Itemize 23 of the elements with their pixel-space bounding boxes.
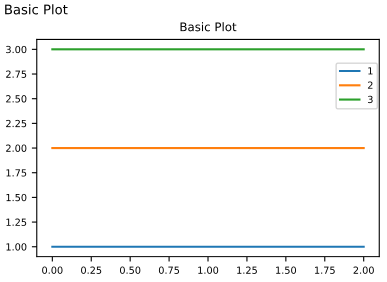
chart-subtitle: Basic Plot: [180, 22, 236, 32]
x-tick-label: 1.75: [315, 266, 335, 274]
x-tick-label: 1.25: [237, 266, 257, 274]
chart-title: Basic Plot: [5, 4, 68, 14]
y-tick-label: 1.75: [6, 169, 26, 177]
legend-label: 3: [368, 96, 373, 104]
legend-label: 1: [368, 67, 373, 74]
y-tick-label: 3.00: [6, 46, 26, 54]
y-tick-label: 2.75: [6, 70, 26, 78]
x-tick-label: 0.00: [42, 266, 63, 274]
y-tick-label: 2.50: [6, 95, 26, 103]
legend-label: 2: [368, 81, 372, 89]
x-tick-label: 0.25: [81, 266, 102, 274]
y-tick-label: 2.25: [6, 120, 26, 128]
y-tick-label: 1.00: [6, 243, 26, 251]
y-tick-label: 1.50: [6, 194, 26, 202]
x-tick-label: 0.50: [120, 266, 140, 274]
x-tick-label: 1.00: [198, 266, 218, 274]
y-tick-label: 1.25: [6, 218, 26, 226]
y-tick-label: 2.00: [6, 144, 26, 152]
x-tick-label: 2.00: [354, 266, 374, 274]
x-tick-label: 1.50: [276, 266, 296, 274]
x-tick-label: 0.75: [158, 266, 180, 274]
